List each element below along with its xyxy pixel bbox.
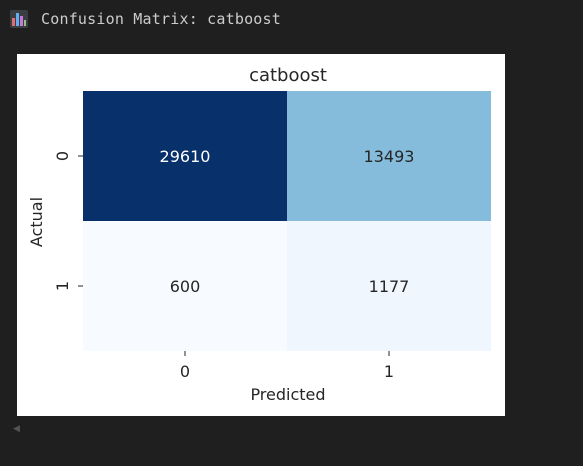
heatmap-cells: 29610 13493 600 1177 — [83, 91, 491, 351]
heatmap-cell-1-1 — [287, 221, 491, 351]
y-tick-label-0: 0 — [53, 151, 72, 161]
x-tick-label-0: 0 — [180, 362, 190, 381]
output-header: Confusion Matrix: catboost — [10, 8, 281, 30]
cell-annotation-1-1: 1177 — [369, 277, 410, 296]
heatmap-chart: catboost 29610 13493 600 1177 0 1 0 1 Predicte… — [27, 65, 491, 404]
heatmap-cell-1-0 — [83, 221, 287, 351]
bar-chart-icon — [10, 10, 28, 28]
axis-ticks: 0 1 0 1 — [53, 151, 394, 381]
x-tick-label-1: 1 — [384, 362, 394, 381]
y-tick-label-1: 1 — [53, 281, 72, 291]
output-title: Confusion Matrix: catboost — [41, 10, 281, 28]
cell-annotation-0-0: 29610 — [160, 147, 211, 166]
cell-annotation-0-1: 13493 — [364, 147, 415, 166]
heatmap-cell-0-1 — [287, 91, 491, 221]
y-axis-label: Actual — [27, 197, 46, 247]
confusion-matrix-figure: catboost 29610 13493 600 1177 0 1 0 1 Predicte… — [17, 54, 505, 416]
chart-title: catboost — [249, 65, 327, 86]
x-axis-label: Predicted — [250, 385, 325, 404]
heatmap-cell-0-0 — [83, 91, 287, 221]
scroll-left-icon[interactable]: ◀ — [13, 424, 20, 434]
cell-annotation-1-0: 600 — [170, 277, 201, 296]
